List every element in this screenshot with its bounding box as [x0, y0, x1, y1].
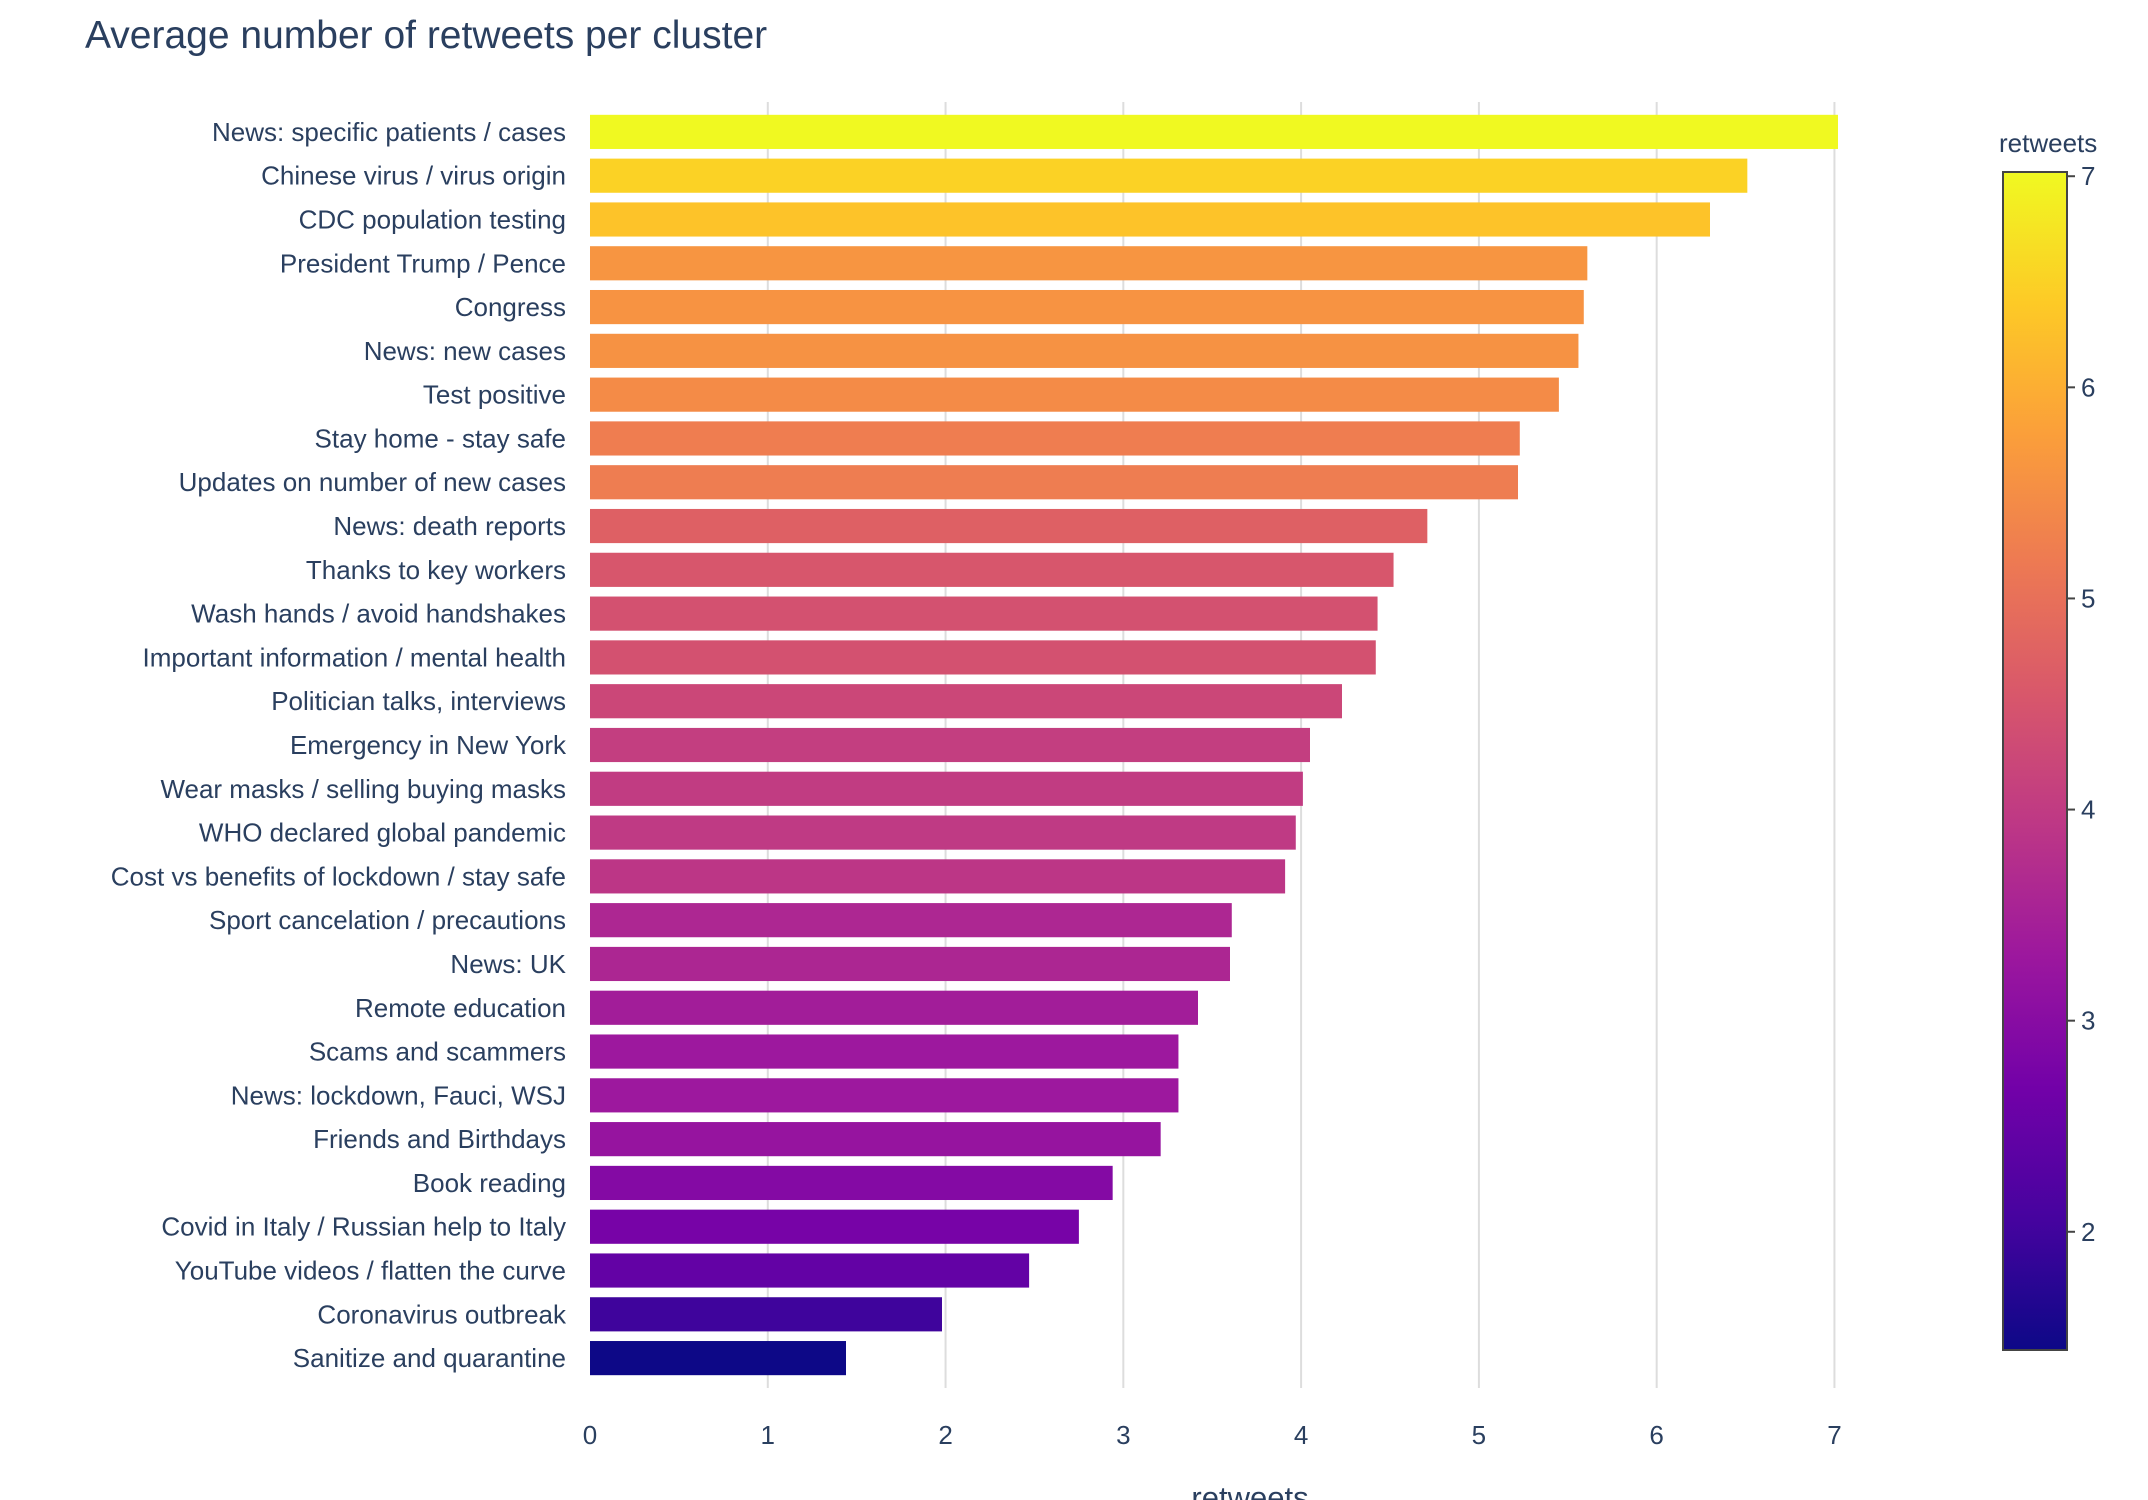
- category-label: Wear masks / selling buying masks: [160, 774, 566, 804]
- bar: [590, 990, 1198, 1025]
- x-tick-label: 0: [583, 1420, 597, 1450]
- category-label: News: lockdown, Fauci, WSJ: [231, 1080, 566, 1110]
- bar: [590, 246, 1588, 281]
- bar: [590, 684, 1342, 719]
- colorbar-ticks: 2 3 4 5 6 7: [2067, 161, 2095, 1247]
- bar: [590, 640, 1376, 675]
- category-label: Chinese virus / virus origin: [261, 161, 566, 191]
- category-label: Stay home - stay safe: [315, 423, 566, 453]
- colorbar-tick-label: 5: [2081, 583, 2095, 613]
- bar: [590, 289, 1584, 325]
- category-label: Thanks to key workers: [306, 555, 566, 585]
- colorbar: retweets 2 3 4 5 6 7: [1999, 128, 2097, 1351]
- colorbar-title: retweets: [1999, 128, 2097, 158]
- bar: [590, 1034, 1179, 1069]
- category-label: YouTube videos / flatten the curve: [175, 1256, 566, 1286]
- bar: [590, 465, 1518, 500]
- category-label: Updates on number of new cases: [179, 467, 566, 497]
- category-label: Politician talks, interviews: [271, 686, 566, 716]
- bar: [590, 377, 1559, 412]
- colorbar-gradient: [2002, 171, 2068, 1351]
- x-tick-label: 7: [1827, 1420, 1841, 1450]
- category-label: Remote education: [355, 993, 566, 1023]
- category-label: Book reading: [413, 1168, 566, 1198]
- bar: [590, 859, 1286, 894]
- category-label: News: death reports: [333, 511, 566, 541]
- category-label: Wash hands / avoid handshakes: [191, 599, 566, 629]
- colorbar-tick-label: 4: [2081, 795, 2095, 825]
- bar: [590, 1165, 1113, 1201]
- category-label: Congress: [455, 292, 566, 322]
- x-tick-label: 3: [1116, 1420, 1130, 1450]
- bars: [590, 114, 1838, 1376]
- bar: [590, 1253, 1030, 1288]
- x-tick-label: 6: [1649, 1420, 1663, 1450]
- bar: [590, 946, 1230, 982]
- category-label: Cost vs benefits of lockdown / stay safe: [111, 861, 566, 891]
- x-tick-labels: 0 1 2 3 4 5 6 7: [583, 1420, 1842, 1450]
- x-tick-label: 2: [938, 1420, 952, 1450]
- category-label: News: UK: [450, 949, 566, 979]
- colorbar-tick-label: 3: [2081, 1006, 2095, 1036]
- bar: [590, 333, 1579, 368]
- category-labels: News: specific patients / cases Chinese v…: [111, 117, 567, 1373]
- bar: [590, 596, 1378, 631]
- colorbar-tick-label: 6: [2081, 372, 2095, 402]
- category-label: Covid in Italy / Russian help to Italy: [161, 1212, 566, 1242]
- colorbar-tick-label: 2: [2081, 1217, 2095, 1247]
- bar: [590, 421, 1520, 456]
- category-label: News: new cases: [364, 336, 566, 366]
- bar: [590, 1122, 1161, 1157]
- category-label: Test positive: [423, 380, 566, 410]
- category-label: Sanitize and quarantine: [293, 1343, 566, 1373]
- bar: [590, 1209, 1079, 1244]
- category-label: Friends and Birthdays: [313, 1124, 566, 1154]
- x-axis-title: retweets: [1191, 1480, 1308, 1500]
- chart-title: Average number of retweets per cluster: [85, 14, 768, 57]
- bar: [590, 1297, 942, 1332]
- category-label: Coronavirus outbreak: [317, 1299, 567, 1329]
- bar: [590, 1341, 846, 1376]
- bar: [590, 1078, 1179, 1113]
- bar: [590, 815, 1296, 850]
- category-label: Important information / mental health: [143, 642, 566, 672]
- bar: [590, 202, 1710, 237]
- bar: [590, 903, 1232, 938]
- category-label: Scams and scammers: [309, 1037, 566, 1067]
- bar: [590, 771, 1303, 806]
- bar: [590, 158, 1748, 193]
- category-label: CDC population testing: [299, 204, 566, 234]
- x-tick-label: 4: [1294, 1420, 1308, 1450]
- bar: [590, 552, 1394, 587]
- category-label: News: specific patients / cases: [212, 117, 566, 147]
- category-label: President Trump / Pence: [280, 248, 566, 278]
- colorbar-tick-label: 7: [2081, 161, 2095, 191]
- bar: [590, 727, 1310, 763]
- x-tick-label: 5: [1472, 1420, 1486, 1450]
- x-tick-label: 1: [761, 1420, 775, 1450]
- bar: [590, 508, 1428, 544]
- category-label: Sport cancelation / precautions: [209, 905, 566, 935]
- category-label: WHO declared global pandemic: [199, 818, 566, 848]
- category-label: Emergency in New York: [290, 730, 567, 760]
- bar: [590, 114, 1838, 149]
